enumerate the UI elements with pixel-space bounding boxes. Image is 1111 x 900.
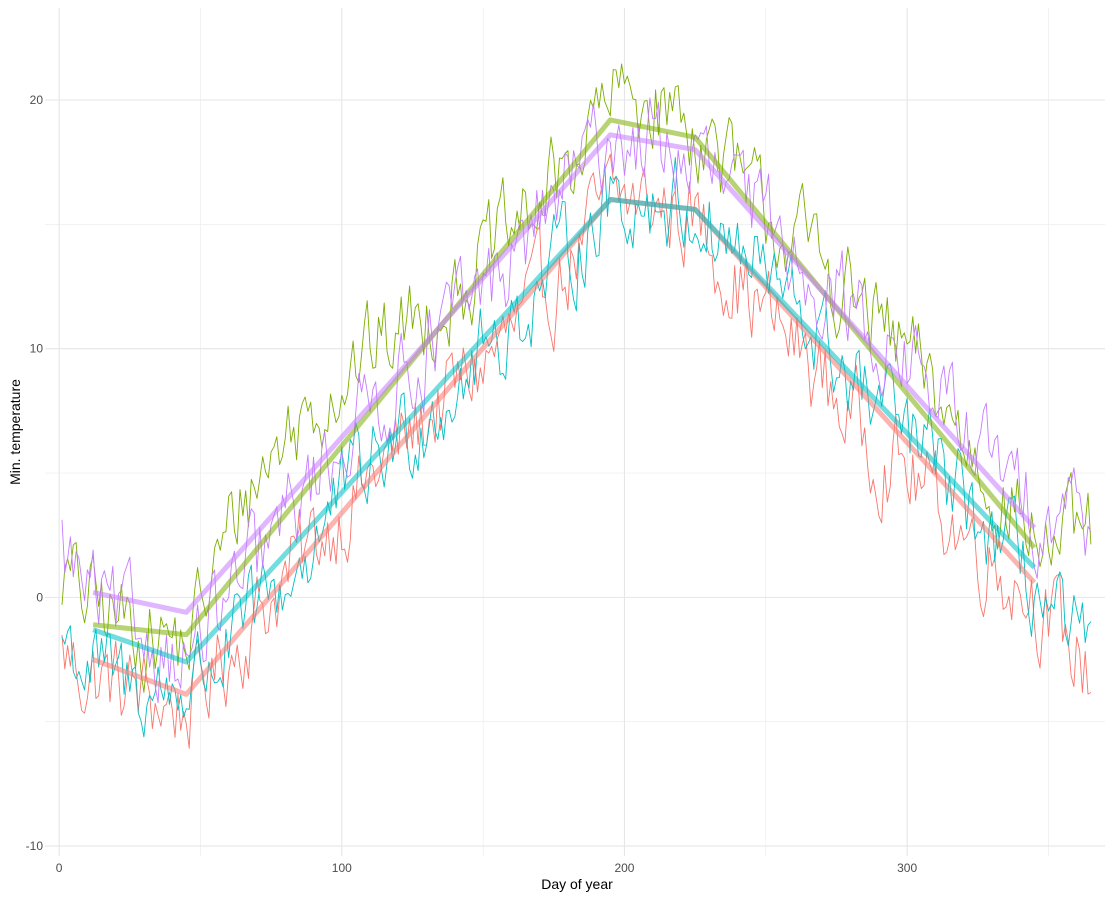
x-axis-title: Day of year <box>541 876 613 892</box>
daily-series-lines <box>61 63 1092 749</box>
y-tick-label: -10 <box>26 839 44 853</box>
x-tick-label: 300 <box>897 861 917 875</box>
daily-series-line <box>61 63 1092 693</box>
trend-line <box>92 132 1037 615</box>
y-tick-label: 20 <box>30 93 44 107</box>
daily-series-line <box>61 97 1092 704</box>
y-tick-label: 0 <box>36 590 43 604</box>
minor-gridlines <box>45 8 1105 856</box>
x-tick-label: 200 <box>614 861 634 875</box>
daily-series-line <box>61 153 1092 749</box>
y-axis-title: Min. temperature <box>7 379 23 485</box>
x-tick-label: 100 <box>332 861 352 875</box>
major-gridlines <box>45 8 1105 856</box>
x-tick-label: 0 <box>56 861 63 875</box>
trend-lines <box>92 117 1037 697</box>
y-axis-ticks: -10 0 10 20 <box>26 93 44 853</box>
x-axis-ticks: 0 100 200 300 <box>56 861 918 875</box>
trend-line <box>92 197 1037 665</box>
y-tick-label: 10 <box>30 342 44 356</box>
